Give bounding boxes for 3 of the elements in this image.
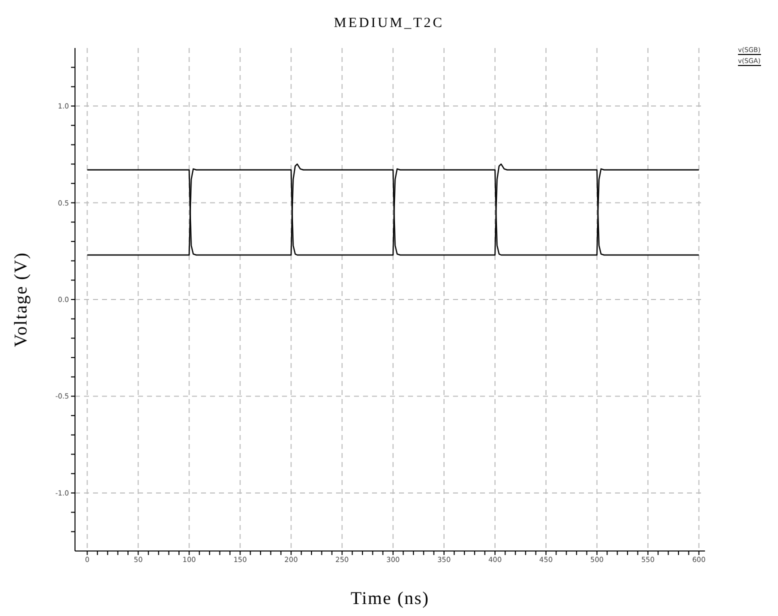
x-axis-title: Time (ns): [350, 588, 430, 608]
y-axis-title: Voltage (V): [10, 252, 30, 348]
chart-title: MEDIUM_T2C: [332, 16, 446, 32]
